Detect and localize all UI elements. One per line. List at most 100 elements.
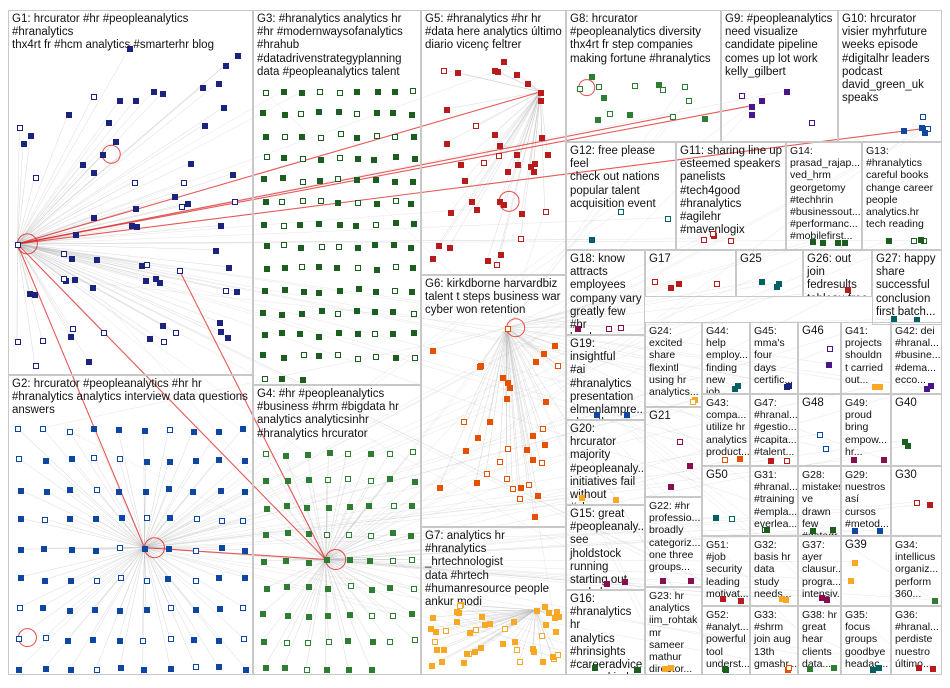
group-g48[interactable]: G48 [798, 394, 841, 466]
node[interactable] [215, 80, 222, 87]
node[interactable] [354, 355, 361, 362]
node[interactable] [283, 558, 290, 565]
node[interactable] [144, 261, 151, 268]
node[interactable] [142, 277, 149, 284]
node[interactable] [484, 470, 491, 477]
node[interactable] [410, 585, 417, 592]
node[interactable] [263, 450, 270, 457]
group-g37[interactable]: G37: ayer clausur... progra... intensiv.… [798, 536, 841, 606]
group-g46[interactable]: G46 [798, 322, 841, 394]
node[interactable] [368, 478, 375, 485]
node[interactable] [369, 639, 376, 646]
node[interactable] [913, 499, 920, 506]
node[interactable] [372, 331, 379, 338]
node[interactable] [915, 665, 922, 672]
node[interactable] [241, 547, 248, 554]
node[interactable] [655, 82, 662, 89]
node[interactable] [356, 286, 363, 293]
node[interactable] [284, 529, 291, 536]
node[interactable] [429, 255, 436, 262]
node[interactable] [261, 558, 268, 565]
node[interactable] [540, 659, 547, 666]
node[interactable] [511, 618, 518, 625]
node[interactable] [457, 162, 464, 169]
node[interactable] [552, 629, 559, 636]
node[interactable] [166, 427, 173, 434]
node[interactable] [281, 354, 288, 361]
node[interactable] [316, 109, 323, 116]
node[interactable] [318, 157, 325, 164]
node[interactable] [323, 557, 330, 564]
node[interactable] [410, 329, 417, 336]
node[interactable] [304, 640, 311, 647]
node[interactable] [478, 644, 485, 651]
node[interactable] [393, 220, 400, 227]
node[interactable] [335, 176, 342, 183]
node[interactable] [316, 289, 323, 296]
node[interactable] [178, 204, 185, 211]
node[interactable] [15, 426, 22, 433]
node[interactable] [318, 198, 325, 205]
node[interactable] [763, 526, 770, 533]
node[interactable] [66, 111, 73, 118]
node[interactable] [68, 255, 75, 262]
group-g6[interactable]: G6: kirkdborne harvardbiz talent t steps… [421, 275, 566, 527]
node[interactable] [241, 636, 248, 643]
node[interactable] [86, 359, 93, 366]
node[interactable] [605, 326, 612, 333]
node[interactable] [891, 316, 898, 323]
node[interactable] [434, 647, 441, 654]
node[interactable] [391, 178, 398, 185]
node[interactable] [372, 288, 379, 295]
node[interactable] [260, 610, 267, 617]
node[interactable] [297, 330, 304, 337]
node[interactable] [784, 458, 791, 464]
node[interactable] [538, 460, 545, 467]
node[interactable] [410, 449, 417, 456]
node[interactable] [391, 89, 398, 96]
node[interactable] [538, 632, 545, 639]
node[interactable] [91, 455, 98, 462]
node[interactable] [545, 610, 552, 617]
node[interactable] [32, 291, 39, 298]
node[interactable] [554, 652, 561, 659]
node[interactable] [478, 614, 485, 621]
node[interactable] [215, 429, 222, 436]
node[interactable] [880, 456, 887, 463]
node[interactable] [529, 433, 536, 440]
node[interactable] [875, 664, 882, 671]
node[interactable] [42, 665, 49, 672]
node[interactable] [337, 131, 344, 138]
node[interactable] [408, 201, 415, 208]
node[interactable] [299, 376, 306, 383]
node[interactable] [299, 155, 306, 162]
node[interactable] [922, 130, 929, 137]
node[interactable] [371, 156, 378, 163]
node[interactable] [147, 335, 154, 342]
node[interactable] [686, 462, 693, 469]
node[interactable] [675, 280, 682, 287]
node[interactable] [32, 362, 39, 369]
node[interactable] [373, 266, 380, 273]
group-g32[interactable]: G32: basis hr data study needs... [750, 536, 798, 606]
node[interactable] [190, 428, 197, 435]
node[interactable] [354, 244, 361, 251]
node[interactable] [168, 605, 175, 612]
group-g24[interactable]: G24: excited share flexintl using hr ana… [645, 322, 702, 407]
node[interactable] [166, 545, 172, 552]
node[interactable] [300, 197, 307, 204]
node[interactable] [533, 607, 540, 614]
node[interactable] [463, 651, 470, 658]
node[interactable] [316, 177, 323, 184]
group-g9[interactable]: G9: #peopleanalytics need visualize cand… [721, 10, 838, 142]
node[interactable] [217, 488, 224, 495]
node[interactable] [202, 122, 209, 129]
node[interactable] [304, 504, 311, 511]
node[interactable] [216, 457, 223, 464]
node[interactable] [15, 455, 22, 462]
group-g33[interactable]: G33: #shrm join aug 13th gmashr... [750, 606, 798, 675]
node[interactable] [192, 606, 199, 613]
node[interactable] [390, 613, 397, 620]
node[interactable] [61, 275, 68, 282]
node[interactable] [299, 90, 306, 96]
